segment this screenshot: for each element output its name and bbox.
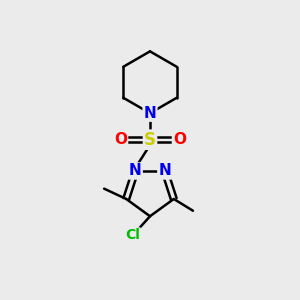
Text: O: O (173, 132, 186, 147)
Text: N: N (144, 106, 156, 121)
Text: O: O (114, 132, 127, 147)
Text: N: N (158, 164, 171, 178)
Text: Cl: Cl (125, 228, 140, 242)
Text: S: S (144, 131, 156, 149)
Text: N: N (129, 164, 142, 178)
